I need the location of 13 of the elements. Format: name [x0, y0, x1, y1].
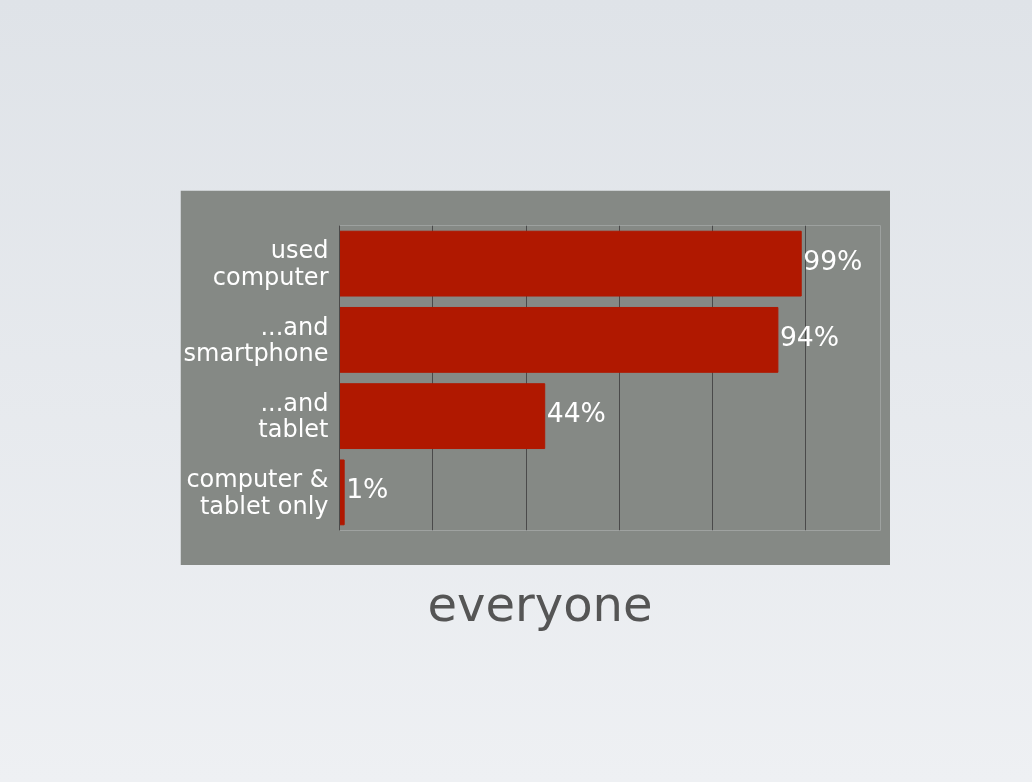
y-tick-label: ...and tablet: [258, 388, 329, 444]
data-label: 94%: [779, 320, 840, 352]
y-tick-label: computer & tablet only: [186, 465, 329, 520]
bar: [339, 306, 779, 373]
bar: [339, 383, 546, 450]
y-tick-label: used computer: [212, 236, 329, 291]
data-label: 99%: [803, 244, 863, 276]
y-tick-label: ...and smartphone: [183, 312, 329, 368]
data-label: 1%: [346, 473, 389, 505]
text: everyone: [427, 575, 653, 634]
bar: [339, 459, 345, 526]
bar: [339, 230, 802, 297]
data-label: 44%: [546, 397, 606, 429]
